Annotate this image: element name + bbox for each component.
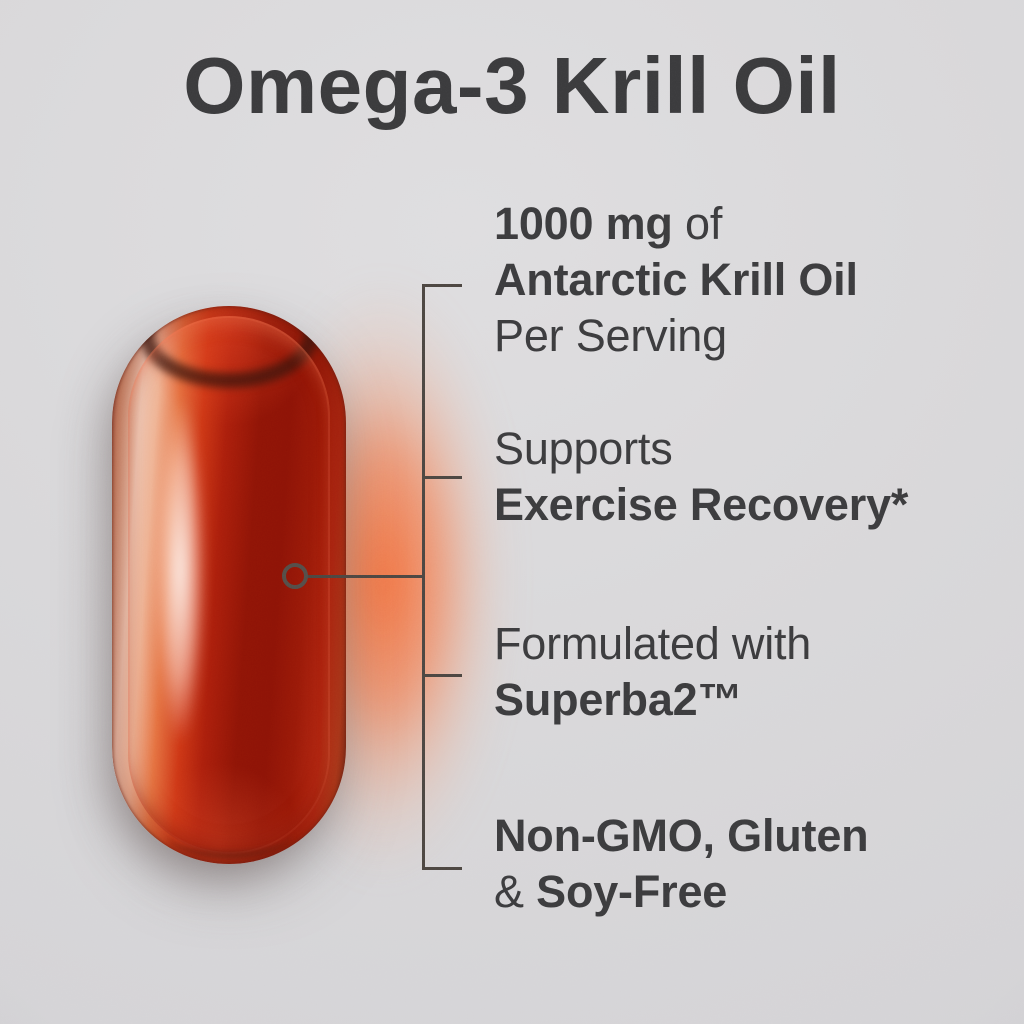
feature-line: Supports: [494, 421, 908, 477]
feature-text-segment: 1000 mg: [494, 198, 673, 249]
feature-line: Exercise Recovery*: [494, 477, 908, 533]
callout-tick-feature-3: [422, 674, 462, 677]
feature-text-segment: Formulated with: [494, 618, 812, 669]
product-photo-softgel-capsule: [112, 306, 346, 864]
feature-line: Per Serving: [494, 308, 858, 364]
feature-line: 1000 mg of: [494, 196, 858, 252]
feature-line: Formulated with: [494, 616, 811, 672]
feature-text-segment: Non-GMO, Gluten: [494, 810, 869, 861]
callout-tick-feature-4: [422, 867, 462, 870]
feature-text-segment: Per Serving: [494, 310, 727, 361]
feature-non-gmo-gluten-soy-free: Non-GMO, Gluten & Soy-Free: [494, 808, 869, 920]
feature-line: Non-GMO, Gluten: [494, 808, 869, 864]
feature-exercise-recovery: Supports Exercise Recovery*: [494, 421, 908, 533]
feature-text-segment: of: [672, 198, 723, 249]
callout-tick-feature-1: [422, 284, 462, 287]
feature-text-segment: Soy-Free: [536, 866, 728, 917]
feature-text-segment: Superba2™: [494, 674, 743, 725]
feature-line: Superba2™: [494, 672, 811, 728]
callout-tick-feature-2: [422, 476, 462, 479]
feature-line: Antarctic Krill Oil: [494, 252, 858, 308]
feature-line: & Soy-Free: [494, 864, 868, 920]
feature-krill-oil-amount: 1000 mg of Antarctic Krill Oil Per Servi…: [494, 196, 858, 364]
feature-text-segment: Supports: [494, 423, 673, 474]
page-title: Omega-3 Krill Oil: [183, 41, 841, 130]
feature-text-segment: Antarctic Krill Oil: [494, 254, 858, 305]
callout-pointer-ring-icon: [282, 563, 308, 589]
feature-text-segment: &: [494, 866, 537, 917]
callout-connector-line: [305, 575, 425, 578]
feature-superba2: Formulated with Superba2™: [494, 616, 811, 728]
feature-text-segment: Exercise Recovery*: [494, 479, 909, 530]
capsule-bottom-seam: [165, 806, 293, 859]
